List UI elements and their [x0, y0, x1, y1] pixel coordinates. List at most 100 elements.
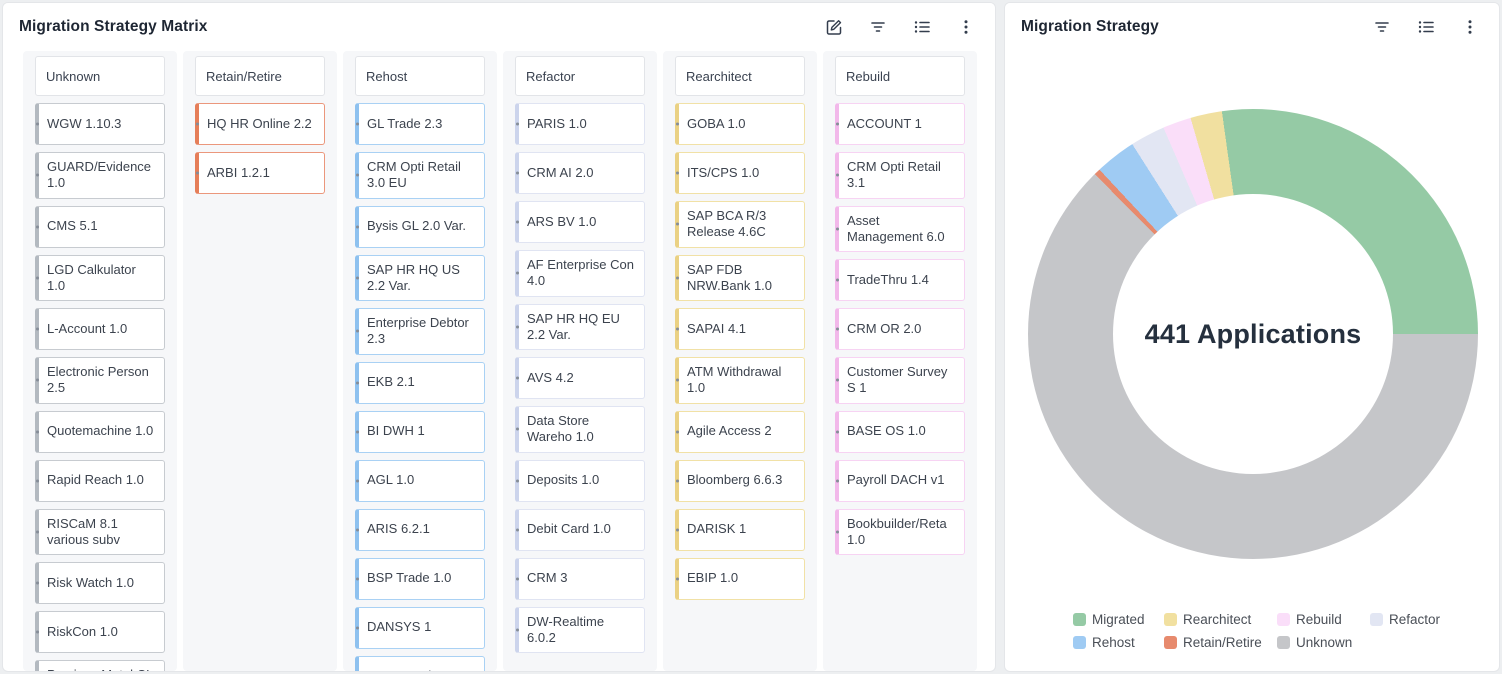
column-header[interactable]: Rehost [355, 56, 485, 96]
application-card[interactable]: ITS/CPS 1.0 [675, 152, 805, 194]
application-card[interactable]: Bookbuilder/Reta 1.0 [835, 508, 965, 555]
application-card-label: RISCaM 8.1 various subv [47, 515, 120, 547]
application-card[interactable]: CRM Opti Retail 3.0 EU [355, 152, 485, 199]
legend-item-rehost[interactable]: Rehost [1073, 635, 1164, 650]
application-card[interactable]: Agile Access 2 [675, 410, 805, 453]
application-card[interactable]: DARISK 1 [675, 508, 805, 551]
application-card[interactable]: Deposits 1.0 [515, 459, 645, 502]
application-card[interactable]: GOBA 1.0 [675, 103, 805, 145]
kebab-menu-icon[interactable] [1461, 18, 1479, 36]
application-card[interactable]: Data Store Wareho 1.0 [515, 406, 645, 453]
application-card[interactable]: SAPAI 4.1 [675, 308, 805, 350]
application-card[interactable]: BASE OS 1.0 [835, 410, 965, 453]
application-card[interactable]: Enterprise Debtor 2.3 [355, 308, 485, 355]
application-card[interactable]: ATM Withdrawal 1.0 [675, 357, 805, 404]
legend-label: Unknown [1296, 635, 1353, 650]
chart-panel: Migration Strategy 441 Ap [1004, 2, 1500, 672]
application-card[interactable]: GUARD/Evidence 1.0 [35, 152, 165, 199]
application-card[interactable]: DW-Realtime 6.0.2 [515, 606, 645, 653]
legend-item-refactor[interactable]: Refactor [1370, 612, 1440, 627]
application-card[interactable]: RiskCon 1.0 [35, 611, 165, 653]
application-card[interactable]: Payroll DACH v1 [835, 459, 965, 502]
application-card[interactable]: CRM OR 2.0 [835, 308, 965, 350]
application-card[interactable]: Precious Metal CI 1.0 [35, 660, 165, 671]
column-header[interactable]: Retain/Retire [195, 56, 325, 96]
application-card-label: Quotemachine 1.0 [47, 423, 154, 439]
application-card-label: BI DWH 1 [367, 423, 425, 439]
application-card[interactable]: ACCOUNT 1 [835, 103, 965, 145]
application-card[interactable]: EBIP 1.0 [675, 557, 805, 600]
matrix-toolbar [825, 18, 975, 36]
chart-panel-header: Migration Strategy [1005, 3, 1499, 51]
filter-icon[interactable] [869, 18, 887, 36]
application-card-label: Loan Passive 1.0 [367, 668, 467, 671]
application-card[interactable]: Risk Watch 1.0 [35, 562, 165, 604]
list-view-icon[interactable] [1417, 18, 1435, 36]
application-card[interactable]: SAP BCA R/3 Release 4.6C [675, 201, 805, 248]
application-card[interactable]: BI DWH 1 [355, 410, 485, 453]
application-card[interactable]: PARIS 1.0 [515, 103, 645, 145]
legend-item-rebuild[interactable]: Rebuild [1277, 612, 1370, 627]
donut-hole [1113, 194, 1393, 474]
application-card[interactable]: Debit Card 1.0 [515, 508, 645, 551]
application-card-label: Rapid Reach 1.0 [47, 472, 144, 488]
application-card[interactable]: AF Enterprise Con 4.0 [515, 250, 645, 297]
column-header[interactable]: Refactor [515, 56, 645, 96]
application-card[interactable]: RISCaM 8.1 various subv [35, 508, 165, 555]
edit-icon[interactable] [825, 18, 843, 36]
application-card[interactable]: CMS 5.1 [35, 205, 165, 248]
application-card[interactable]: CRM 3 [515, 557, 645, 600]
application-card[interactable]: GL Trade 2.3 [355, 103, 485, 145]
application-card[interactable]: CRM AI 2.0 [515, 152, 645, 194]
application-card[interactable]: BSP Trade 1.0 [355, 557, 485, 600]
application-card[interactable]: Electronic Person 2.5 [35, 357, 165, 404]
legend-item-migrated[interactable]: Migrated [1073, 612, 1164, 627]
application-card[interactable]: HQ HR Online 2.2 [195, 103, 325, 145]
application-card[interactable]: AVS 4.2 [515, 357, 645, 399]
application-card[interactable]: ARBI 1.2.1 [195, 152, 325, 194]
donut-chart[interactable]: 441 Applications [1028, 109, 1478, 559]
application-card[interactable]: Rapid Reach 1.0 [35, 459, 165, 502]
application-card[interactable]: LGD Calkulator 1.0 [35, 254, 165, 301]
application-card-label: DANSYS 1 [367, 619, 432, 635]
application-card[interactable]: Quotemachine 1.0 [35, 410, 165, 453]
column-header[interactable]: Rebuild [835, 56, 965, 96]
application-card[interactable]: Loan Passive 1.0 [355, 655, 485, 671]
column-header-label: Unknown [46, 68, 101, 84]
application-card[interactable]: CRM Opti Retail 3.1 [835, 152, 965, 199]
column-header[interactable]: Rearchitect [675, 56, 805, 96]
application-card[interactable]: Asset Management 6.0 [835, 205, 965, 252]
column-header[interactable]: Unknown [35, 56, 165, 96]
application-card[interactable]: ARS BV 1.0 [515, 201, 645, 243]
application-card[interactable]: SAP FDB NRW.Bank 1.0 [675, 254, 805, 301]
application-card-label: Deposits 1.0 [527, 472, 600, 488]
application-card[interactable]: WGW 1.10.3 [35, 103, 165, 145]
application-card[interactable]: SAP HR HQ US 2.2 Var. [355, 254, 485, 301]
kebab-menu-icon[interactable] [957, 18, 975, 36]
matrix-column-unknown: Unknown WGW 1.10.3 GUARD/Evidence 1.0 CM… [23, 51, 177, 671]
application-card[interactable]: ARIS 6.2.1 [355, 508, 485, 551]
application-card[interactable]: EKB 2.1 [355, 361, 485, 404]
legend-item-retain-retire[interactable]: Retain/Retire [1164, 635, 1277, 650]
application-card-label: ITS/CPS 1.0 [687, 164, 760, 180]
application-card-label: CRM 3 [527, 570, 568, 586]
application-card[interactable]: TradeThru 1.4 [835, 259, 965, 301]
application-card[interactable]: DANSYS 1 [355, 606, 485, 649]
application-card-label: Precious Metal CI 1.0 [47, 667, 156, 671]
application-card[interactable]: Bloomberg 6.6.3 [675, 459, 805, 502]
legend-item-rearchitect[interactable]: Rearchitect [1164, 612, 1277, 627]
legend-item-unknown[interactable]: Unknown [1277, 635, 1370, 650]
application-card[interactable]: SAP HR HQ EU 2.2 Var. [515, 303, 645, 350]
application-card[interactable]: Customer Survey S 1 [835, 357, 965, 404]
legend-label: Rehost [1092, 635, 1135, 650]
list-view-icon[interactable] [913, 18, 931, 36]
application-card[interactable]: Bysis GL 2.0 Var. [355, 205, 485, 248]
application-card[interactable]: L-Account 1.0 [35, 308, 165, 350]
application-card-label: Electronic Person 2.5 [47, 364, 149, 396]
application-card[interactable]: AGL 1.0 [355, 459, 485, 502]
application-card-label: L-Account 1.0 [47, 320, 128, 336]
column-header-label: Rearchitect [686, 68, 752, 84]
matrix-panel-header: Migration Strategy Matrix [3, 3, 995, 51]
filter-icon[interactable] [1373, 18, 1391, 36]
application-card-label: AGL 1.0 [367, 472, 415, 488]
